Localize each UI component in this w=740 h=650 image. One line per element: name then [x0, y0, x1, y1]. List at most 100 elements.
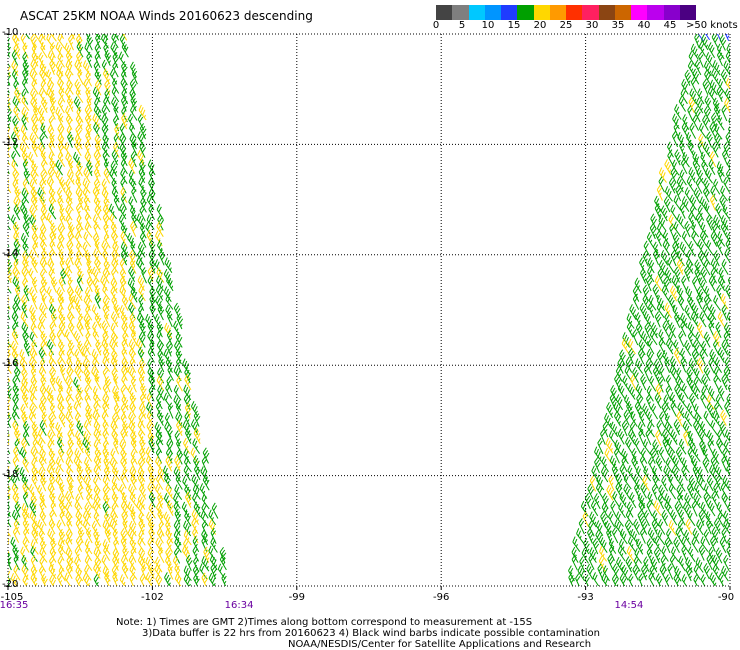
wind-barb — [121, 61, 128, 78]
wind-barb — [661, 545, 669, 562]
wind-barb — [56, 329, 64, 346]
wind-barb — [75, 357, 84, 374]
wind-barb — [173, 501, 181, 518]
wind-barb — [642, 403, 650, 420]
wind-barb — [148, 472, 156, 489]
wind-barb — [93, 121, 101, 138]
wind-barb — [671, 130, 679, 148]
wind-barb — [183, 465, 191, 481]
wind-barb — [575, 573, 582, 586]
wind-barb — [606, 484, 614, 501]
wind-barb — [156, 502, 164, 519]
wind-barb — [155, 295, 163, 312]
wind-barb — [65, 547, 74, 563]
wind-barb — [101, 104, 109, 121]
wind-barb — [113, 391, 120, 408]
wind-barb — [148, 374, 156, 391]
wind-barb — [92, 321, 100, 338]
wind-barb — [693, 419, 700, 436]
wind-barb — [158, 249, 166, 266]
wind-barb — [10, 131, 18, 148]
wind-barb — [628, 348, 635, 365]
wind-barb — [8, 382, 12, 400]
wind-barb — [120, 158, 128, 175]
wind-barb — [111, 257, 119, 274]
wind-barb — [37, 321, 46, 338]
wind-barb — [8, 331, 12, 348]
wind-barb — [614, 373, 621, 391]
wind-barb — [576, 528, 585, 544]
wind-barb — [84, 222, 93, 238]
wind-barb — [58, 348, 66, 365]
wind-barb — [157, 466, 165, 483]
wind-barb — [67, 339, 75, 356]
wind-barb — [120, 535, 127, 553]
wind-barb — [671, 465, 679, 482]
time-label: 16:35 — [0, 600, 29, 611]
wind-barb — [64, 87, 72, 104]
wind-barb — [31, 520, 39, 537]
wind-barb — [120, 527, 128, 545]
wind-barb — [84, 392, 91, 410]
wind-barb — [674, 501, 682, 518]
wind-barb — [688, 240, 696, 257]
wind-barb — [37, 428, 46, 444]
wind-barb — [711, 112, 718, 129]
wind-barb — [694, 259, 702, 276]
wind-barb — [657, 267, 665, 285]
wind-barb — [148, 437, 156, 454]
wind-barb — [46, 286, 55, 303]
wind-barb — [31, 339, 38, 356]
wind-barb — [664, 302, 672, 319]
wind-barb — [65, 457, 74, 473]
wind-barb — [628, 428, 636, 445]
wind-barb — [113, 403, 121, 420]
wind-barb — [12, 455, 19, 472]
wind-barb — [714, 464, 723, 480]
wind-barb — [103, 167, 111, 184]
wind-barb — [8, 241, 10, 258]
wind-barb — [20, 311, 29, 327]
wind-barb — [700, 266, 708, 283]
wind-barb — [601, 456, 609, 473]
wind-barb — [76, 241, 84, 258]
wind-barb — [699, 348, 706, 365]
wind-barb — [721, 339, 729, 356]
wind-barb — [183, 520, 192, 537]
wind-barb — [74, 140, 82, 157]
wind-barb — [173, 365, 182, 382]
wind-barb — [128, 157, 136, 174]
wind-barb — [92, 113, 101, 129]
wind-barb — [77, 340, 84, 357]
wind-barb — [695, 177, 703, 194]
wind-barb — [22, 257, 30, 274]
wind-barb — [66, 386, 75, 402]
wind-barb — [672, 240, 679, 257]
wind-barb — [83, 167, 91, 184]
wind-barb — [711, 34, 719, 48]
wind-barb — [48, 563, 57, 580]
wind-barb — [12, 544, 19, 561]
wind-barb — [101, 320, 109, 337]
wind-barb — [681, 121, 689, 138]
wind-barb — [663, 276, 670, 293]
wind-barb — [624, 519, 632, 536]
wind-barb — [678, 330, 685, 348]
wind-barb — [166, 536, 173, 553]
wind-barb — [94, 373, 102, 390]
wind-barb — [39, 538, 47, 555]
wind-barb — [691, 500, 698, 517]
wind-barb — [131, 186, 138, 203]
wind-barb — [703, 259, 711, 276]
wind-barb — [64, 42, 73, 59]
wind-barb — [84, 457, 92, 473]
wind-barb — [110, 277, 118, 294]
wind-barb — [93, 563, 101, 579]
longitude-label: -105 — [0, 592, 24, 603]
wind-barb — [28, 151, 37, 168]
wind-barb — [94, 285, 102, 302]
wind-barb — [173, 547, 181, 564]
wind-barb — [618, 538, 627, 555]
wind-barb — [182, 358, 190, 375]
wind-barb — [200, 466, 209, 482]
